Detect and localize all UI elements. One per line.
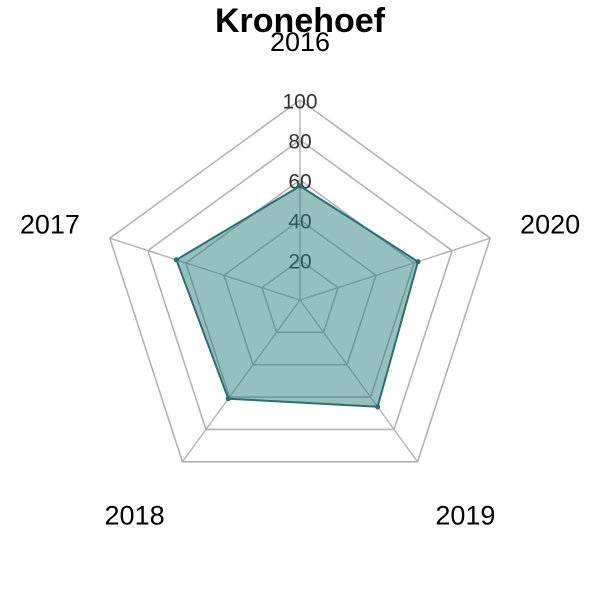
data-point-2020 — [415, 259, 421, 265]
r-tick-label-80: 80 — [288, 131, 311, 154]
axis-label-2019: 2019 — [435, 500, 495, 530]
r-tick-label-100: 100 — [282, 91, 317, 114]
axis-label-2017: 2017 — [20, 210, 80, 240]
data-point-2016 — [297, 183, 303, 189]
data-point-2019 — [374, 404, 381, 410]
axis-label-2016: 2016 — [270, 27, 330, 57]
axis-label-2018: 2018 — [105, 500, 165, 530]
data-layer — [173, 183, 421, 410]
data-area-series-1 — [175, 185, 419, 408]
grid-ring-80 — [146, 139, 454, 431]
chart-title: Kronehoef — [215, 2, 385, 40]
axis-labels: 2016 2020 2019 2018 2017 — [20, 27, 580, 530]
r-tick-label-60: 60 — [288, 171, 311, 194]
grid-ring-100 — [108, 99, 492, 463]
axis-label-2020: 2020 — [520, 210, 580, 240]
data-point-2018 — [225, 396, 231, 402]
data-point-2017 — [173, 257, 179, 263]
